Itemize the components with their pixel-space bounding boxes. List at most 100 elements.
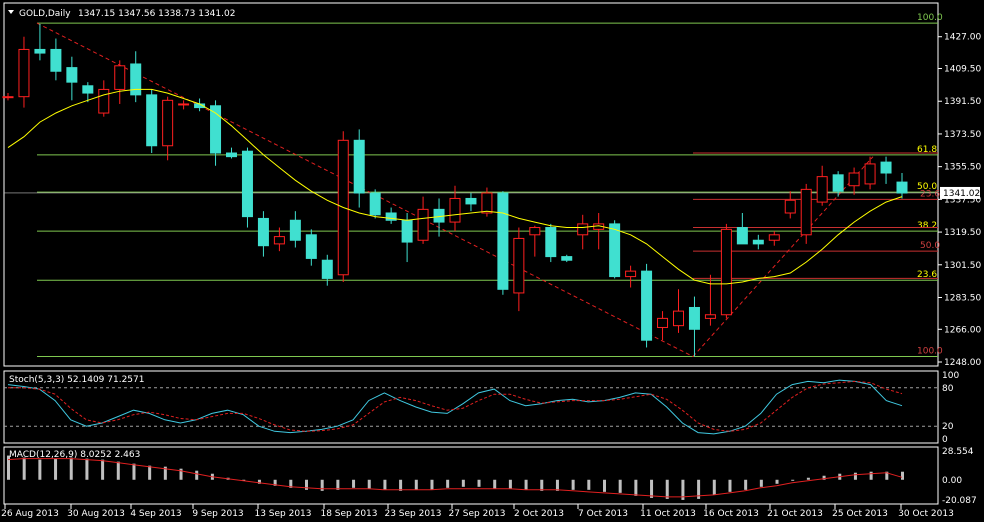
time-axis-label: 30 Aug 2013 xyxy=(67,509,125,519)
macd-histogram-bar xyxy=(869,471,873,480)
price-axis-label: 1266.00 xyxy=(944,325,981,335)
time-axis-label: 23 Sep 2013 xyxy=(384,509,441,519)
candle-body xyxy=(625,270,637,278)
candle-body xyxy=(210,105,222,154)
candle-body xyxy=(241,150,253,218)
candle-body xyxy=(641,270,653,341)
macd-histogram-bar xyxy=(806,477,810,480)
macd-histogram-bar xyxy=(195,470,199,480)
candle-body xyxy=(98,88,110,114)
candle-body xyxy=(577,223,589,236)
candle-body xyxy=(673,310,684,327)
candle-body xyxy=(417,208,429,241)
candle-body xyxy=(481,192,493,214)
candle-body xyxy=(18,48,30,98)
macd-histogram-bar xyxy=(555,479,559,491)
macd-histogram-bar xyxy=(7,455,10,480)
macd-histogram-bar xyxy=(352,479,356,488)
macd-histogram-bar xyxy=(618,479,622,493)
time-axis-label: 11 Oct 2013 xyxy=(640,509,696,519)
candle-body xyxy=(880,161,892,174)
candle-body xyxy=(896,181,908,194)
time-axis-label: 30 Oct 2013 xyxy=(898,509,954,519)
macd-histogram-bar xyxy=(634,479,638,496)
candle-body xyxy=(146,94,158,147)
macd-histogram-bar xyxy=(665,479,669,499)
macd-histogram-bar xyxy=(430,479,434,490)
candle-body xyxy=(529,227,541,236)
macd-histogram-bar xyxy=(163,466,167,480)
stoch-main-line xyxy=(7,379,903,435)
candle-body xyxy=(657,317,669,328)
collapse-triangle-icon[interactable] xyxy=(8,10,14,14)
time-axis-label: 9 Sep 2013 xyxy=(192,509,243,519)
candle-body xyxy=(321,259,333,279)
macd-histogram-bar xyxy=(493,479,497,489)
candle-body xyxy=(816,176,828,203)
candle-body xyxy=(353,139,365,194)
price-axis-label: 1319.50 xyxy=(944,228,981,238)
candle-body xyxy=(832,174,844,192)
macd-histogram-bar xyxy=(54,458,58,480)
candle-body xyxy=(34,48,46,54)
candle-body xyxy=(800,188,812,236)
macd-histogram-bar xyxy=(69,457,73,480)
macd-histogram-bar xyxy=(901,471,904,480)
candle-body xyxy=(704,314,716,319)
time-axis-label: 27 Sep 2013 xyxy=(448,509,505,519)
price-axis-label: 1373.50 xyxy=(944,130,981,140)
candle-body xyxy=(736,227,748,245)
time-axis-label: 21 Oct 2013 xyxy=(767,509,823,519)
candle-body xyxy=(688,306,700,330)
candle-body xyxy=(2,96,14,99)
macd-histogram-bar xyxy=(775,479,779,484)
candle-body xyxy=(385,212,397,221)
stoch-level-label: 20 xyxy=(942,422,954,432)
macd-histogram-bar xyxy=(508,479,512,489)
candle-body xyxy=(305,234,317,259)
candle-body xyxy=(289,219,301,241)
macd-title: MACD(12,26,9) 8.0252 2.463 xyxy=(9,450,140,460)
macd-histogram-bar xyxy=(446,479,450,488)
macd-histogram-bar xyxy=(587,479,591,490)
macd-histogram-bar xyxy=(399,479,403,491)
price-axis-label: 1427.00 xyxy=(944,33,981,43)
macd-histogram-bar xyxy=(524,479,528,490)
candle-body xyxy=(497,192,509,290)
stoch-signal-line xyxy=(8,380,903,432)
stoch-panel-frame xyxy=(3,370,939,444)
candle-body xyxy=(752,239,764,245)
macd-histogram-bar xyxy=(289,479,293,488)
macd-histogram-bar xyxy=(822,475,826,480)
macd-axis-label: 28.554 xyxy=(942,447,974,457)
macd-histogram-bar xyxy=(85,458,89,480)
fib-level-label: 100.0 xyxy=(917,347,943,357)
candle-body xyxy=(226,152,237,158)
macd-histogram-bar xyxy=(179,468,183,480)
macd-axis-label: -20.087 xyxy=(942,496,977,506)
macd-histogram-bar xyxy=(38,459,42,480)
candle-body xyxy=(257,217,269,247)
candle-body xyxy=(784,199,796,214)
stoch-level-label: 0 xyxy=(942,435,948,445)
macd-histogram-bar xyxy=(305,479,308,490)
candle-body xyxy=(768,234,780,241)
macd-histogram-bar xyxy=(791,479,795,481)
macd-histogram-bar xyxy=(885,471,889,480)
time-axis-label: 16 Oct 2013 xyxy=(703,509,759,519)
macd-signal-line xyxy=(7,458,903,498)
time-axis-label: 18 Sep 2013 xyxy=(320,509,377,519)
macd-histogram-bar xyxy=(242,479,246,481)
macd-histogram-bar xyxy=(477,479,481,487)
candle-body xyxy=(465,197,477,205)
macd-histogram-bar xyxy=(650,479,654,498)
trend-line-down xyxy=(36,22,694,357)
price-axis-label: 1283.50 xyxy=(944,293,981,303)
candle-body xyxy=(720,228,732,316)
candle-body xyxy=(401,219,413,243)
macd-axis-label: 0.00 xyxy=(942,476,962,486)
price-axis-label: 1391.50 xyxy=(944,97,981,107)
macd-histogram-bar xyxy=(759,479,763,487)
time-axis-label: 26 Aug 2013 xyxy=(1,509,59,519)
